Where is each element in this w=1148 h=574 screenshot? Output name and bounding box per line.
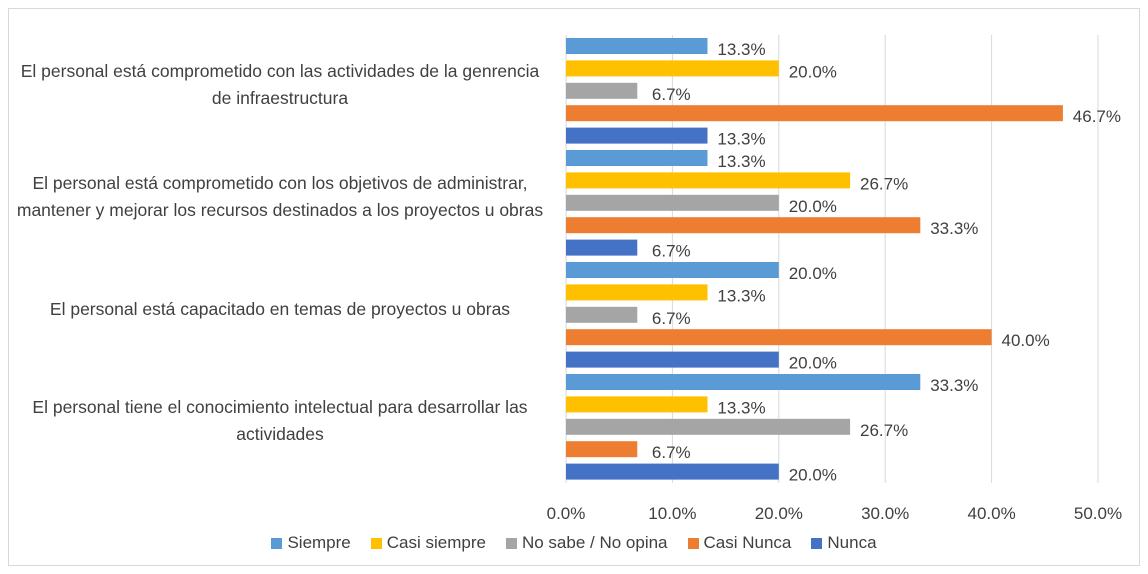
data-label: 33.3%	[930, 219, 978, 238]
bar	[566, 150, 708, 166]
category-label: El personal está capacitado en temas de …	[49, 298, 511, 319]
data-label: 6.7%	[652, 443, 691, 462]
legend-swatch	[370, 537, 382, 549]
data-label: 20.0%	[789, 264, 837, 283]
data-label: 20.0%	[789, 62, 837, 81]
data-label: 6.7%	[652, 242, 691, 261]
bar	[566, 284, 708, 301]
x-tick-label: 50.0%	[1074, 504, 1122, 523]
bar	[566, 82, 638, 99]
data-label: 40.0%	[1001, 331, 1049, 350]
legend-swatch	[811, 537, 823, 549]
data-label: 20.0%	[789, 354, 837, 373]
bar	[566, 374, 921, 390]
legend-label: Nunca	[827, 533, 877, 552]
legend-item: Siempre	[271, 533, 351, 553]
category-label: El personal está comprometido con los ob…	[16, 173, 544, 220]
bar	[566, 329, 992, 346]
x-tick-label: 20.0%	[755, 504, 803, 523]
legend-swatch	[505, 537, 517, 549]
bar	[566, 441, 638, 458]
legend-swatch	[687, 537, 699, 549]
bar	[566, 217, 921, 234]
data-label: 20.0%	[789, 466, 837, 485]
bar	[566, 60, 779, 77]
bar	[566, 463, 779, 480]
bar	[566, 306, 638, 323]
data-label: 13.3%	[717, 286, 765, 305]
data-label: 46.7%	[1073, 107, 1121, 126]
x-tick-label: 30.0%	[861, 504, 909, 523]
data-label: 13.3%	[717, 152, 765, 171]
x-tick-label: 40.0%	[967, 504, 1015, 523]
data-label: 6.7%	[652, 85, 691, 104]
category-label: El personal está comprometido con las ac…	[20, 61, 540, 108]
bar	[566, 239, 638, 256]
bar	[566, 105, 1063, 122]
bar	[566, 262, 779, 278]
data-label: 26.7%	[860, 421, 908, 440]
legend-label: Casi siempre	[386, 533, 486, 552]
bar	[566, 38, 708, 54]
legend-item: Casi Nunca	[687, 533, 792, 553]
legend: Siempre Casi siempre No sabe / No opina Cas…	[0, 533, 1148, 553]
legend-item: No sabe / No opina	[505, 533, 668, 553]
legend-item: Casi siempre	[370, 533, 486, 553]
legend-label: No sabe / No opina	[521, 533, 668, 552]
bar	[566, 172, 851, 189]
bar	[566, 127, 708, 144]
data-label: 13.3%	[717, 398, 765, 417]
legend-swatch	[271, 537, 283, 549]
x-tick-label: 0.0%	[547, 504, 586, 523]
data-label: 13.3%	[717, 130, 765, 149]
legend-label: Casi Nunca	[703, 533, 792, 552]
bar	[566, 396, 708, 413]
data-label: 13.3%	[717, 40, 765, 59]
x-tick-label: 10.0%	[648, 504, 696, 523]
data-label: 6.7%	[652, 309, 691, 328]
category-label: El personal tiene el conocimiento intele…	[32, 397, 528, 444]
data-label: 20.0%	[789, 197, 837, 216]
data-label: 33.3%	[930, 376, 978, 395]
chart-border	[8, 8, 1140, 566]
bar	[566, 194, 779, 211]
legend-item: Nunca	[811, 533, 877, 553]
data-label: 26.7%	[860, 174, 908, 193]
legend-label: Siempre	[287, 533, 351, 552]
bar	[566, 351, 779, 368]
bar	[566, 418, 851, 435]
